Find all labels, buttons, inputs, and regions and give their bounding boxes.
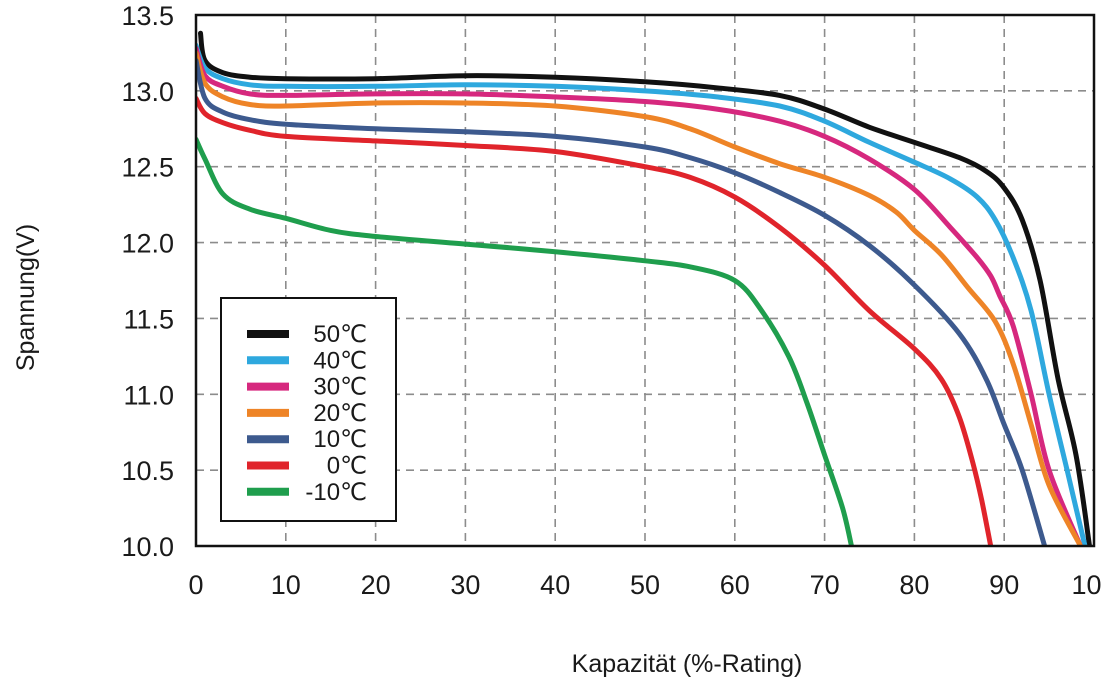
x-tick-label: 90 <box>989 570 1019 600</box>
series-line <box>196 42 1088 546</box>
x-tick-label: 30 <box>450 570 480 600</box>
legend: 50℃40℃30℃20℃10℃0℃-10℃ <box>220 297 397 522</box>
x-tick-label: 40 <box>540 570 570 600</box>
y-tick-label: 11.5 <box>123 304 174 334</box>
y-tick-label: 13.0 <box>121 77 174 107</box>
y-tick-label: 13.5 <box>121 1 174 31</box>
x-tick-label: 20 <box>361 570 391 600</box>
x-tick-label: 10 <box>271 570 301 600</box>
y-axis-label: Spannung(V) <box>12 224 40 371</box>
y-tick-label: 10.0 <box>121 532 174 562</box>
series-line <box>196 50 1083 546</box>
legend-label: -10℃ <box>305 479 367 506</box>
x-tick-label: 70 <box>810 570 840 600</box>
x-tick-label: 80 <box>899 570 929 600</box>
legend-label: 10℃ <box>313 426 367 453</box>
legend-label: 50℃ <box>313 321 367 348</box>
x-tick-label: 100 <box>1071 570 1102 600</box>
legend-label: 40℃ <box>313 347 367 374</box>
legend-label: 0℃ <box>327 453 367 480</box>
series-line <box>196 136 854 546</box>
x-axis-ticks: 0 10 20 30 40 50 60 70 80 90 100 <box>188 570 1102 600</box>
y-tick-label: 12.5 <box>121 153 174 183</box>
x-tick-label: 60 <box>720 570 750 600</box>
y-tick-label: 11.0 <box>123 380 174 410</box>
y-tick-label: 12.0 <box>121 229 174 259</box>
plot-area-border <box>194 13 1096 548</box>
series-line <box>196 58 1048 546</box>
x-tick-label: 50 <box>630 570 660 600</box>
x-tick-label: 0 <box>188 570 203 600</box>
x-axis-label: Kapazität (%-Rating) <box>572 650 803 678</box>
series-line <box>196 45 1083 546</box>
series-line <box>196 95 994 546</box>
legend-label: 20℃ <box>313 400 367 427</box>
legend-label: 30℃ <box>313 374 367 401</box>
y-axis-ticks: 10.0 10.5 11.0 11.5 12.0 12.5 13.0 13.5 <box>121 1 174 562</box>
series-lines <box>196 30 1092 546</box>
series-line <box>198 30 1092 546</box>
y-tick-label: 10.5 <box>121 456 174 486</box>
